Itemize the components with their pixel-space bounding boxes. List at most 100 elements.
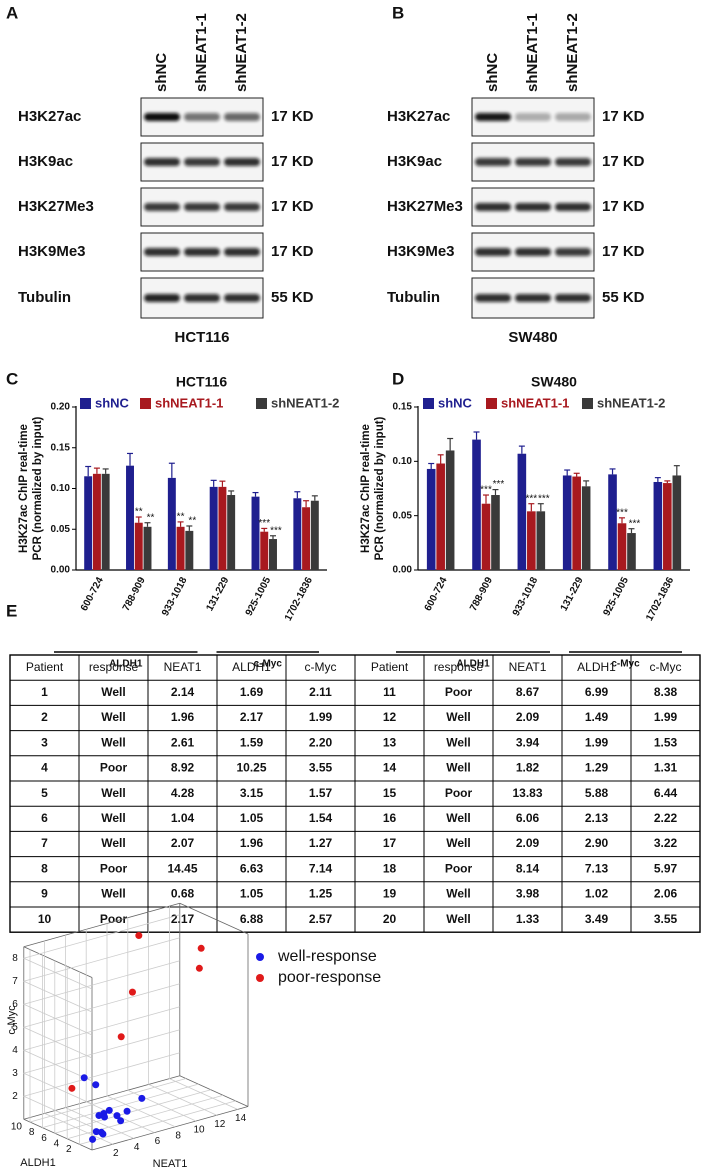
blot-band xyxy=(475,203,511,211)
x-tick-label: 933-1018 xyxy=(160,575,190,618)
legend-label: shNC xyxy=(438,395,473,410)
row-label: H3K27Me3 xyxy=(387,198,463,215)
blot-band xyxy=(184,203,220,211)
blot-band xyxy=(224,113,260,121)
legend-swatch xyxy=(256,398,267,409)
table-cell: 2.11 xyxy=(309,685,332,699)
data-point xyxy=(113,1112,121,1120)
z-tick-label: 4 xyxy=(12,1045,18,1056)
panel-label: C xyxy=(6,369,18,388)
table-cell: 6 xyxy=(41,811,48,825)
significance: *** xyxy=(270,525,282,536)
table-cell: 1.53 xyxy=(654,735,678,749)
table-cell: 1.27 xyxy=(309,836,333,850)
legend-marker xyxy=(256,974,264,982)
table-header: response xyxy=(434,660,484,674)
table-cell: 18 xyxy=(383,861,397,875)
x-tick-label: 933-1018 xyxy=(511,575,541,618)
table-cell: Poor xyxy=(100,912,128,926)
bar xyxy=(581,486,591,570)
blot-band xyxy=(144,248,180,256)
table-cell: 1.57 xyxy=(309,786,333,800)
lane-label: shNEAT1-2 xyxy=(564,13,581,92)
band-size: 55 KD xyxy=(271,289,314,306)
data-point xyxy=(135,932,143,940)
bar xyxy=(269,539,277,570)
grid-line xyxy=(42,1083,199,1128)
table-cell: 4.28 xyxy=(171,786,195,800)
table-cell: Poor xyxy=(100,761,128,775)
y-tick-label: 0.10 xyxy=(51,483,71,494)
y-axis-label: PCR (normalized by input) xyxy=(374,416,386,560)
table-cell: 2.07 xyxy=(171,836,195,850)
table-cell: Well xyxy=(446,887,470,901)
significance: *** xyxy=(525,493,537,504)
bar xyxy=(436,463,445,570)
grid-line xyxy=(54,1089,211,1134)
bar xyxy=(209,486,218,570)
table-cell: 3.55 xyxy=(654,912,678,926)
grid-line xyxy=(23,1072,93,1105)
grid-line xyxy=(23,1003,93,1036)
grid-line xyxy=(23,1095,93,1128)
y-tick-label: 0.00 xyxy=(51,565,71,576)
table-cell: 2.17 xyxy=(171,912,195,926)
table-cell: 1.96 xyxy=(171,710,195,724)
table-header: c-Myc xyxy=(650,660,682,674)
data-point xyxy=(95,1111,103,1119)
table-cell: 2.17 xyxy=(240,710,264,724)
x-tick-label: 4 xyxy=(134,1142,140,1153)
table-cell: 3 xyxy=(41,735,48,749)
bar xyxy=(445,450,455,570)
x-tick-label: 14 xyxy=(235,1113,247,1124)
blot-band xyxy=(475,248,511,256)
grid-line xyxy=(23,1052,180,1097)
table-cell: 2.09 xyxy=(516,710,540,724)
band-size: 17 KD xyxy=(271,108,314,125)
row-label: Tubulin xyxy=(18,289,71,306)
table-cell: Well xyxy=(101,887,125,901)
blot-band xyxy=(555,248,591,256)
table-cell: 9 xyxy=(41,887,48,901)
blot-band xyxy=(475,294,511,302)
table-cell: 2 xyxy=(41,710,48,724)
blot-band xyxy=(555,294,591,302)
panel-label: E xyxy=(6,601,17,620)
significance: *** xyxy=(258,518,270,529)
blot-band xyxy=(555,113,591,121)
data-point xyxy=(123,1107,131,1115)
plot-edge xyxy=(23,946,93,978)
bar xyxy=(167,477,176,570)
data-point xyxy=(97,1128,105,1136)
blot-band xyxy=(515,294,551,302)
grid-line xyxy=(169,1078,238,1110)
legend-label: poor-response xyxy=(278,969,381,986)
grid-line xyxy=(23,1029,180,1074)
bar xyxy=(134,522,143,570)
legend-label: shNEAT1-2 xyxy=(597,395,665,410)
table-cell: 6.44 xyxy=(654,786,678,800)
table-cell: 6.63 xyxy=(240,861,264,875)
table-cell: 19 xyxy=(383,887,397,901)
table-cell: 14.45 xyxy=(167,861,197,875)
data-point xyxy=(128,988,136,996)
table-cell: Well xyxy=(101,685,125,699)
y-tick-label: 0.15 xyxy=(393,402,413,413)
z-tick-label: 8 xyxy=(12,953,18,964)
table-cell: 3.22 xyxy=(654,836,678,850)
table-cell: 1.54 xyxy=(309,811,333,825)
band-size: 17 KD xyxy=(602,243,645,260)
y-tick-label: 0.05 xyxy=(51,524,71,535)
row-label: H3K27ac xyxy=(18,108,81,125)
z-tick-label: 2 xyxy=(12,1091,18,1102)
table-cell: Well xyxy=(446,735,470,749)
chart-title: HCT116 xyxy=(176,374,228,390)
table-cell: Well xyxy=(446,761,470,775)
table-cell: 1.05 xyxy=(240,887,264,901)
significance: *** xyxy=(493,479,505,490)
group-label: ALDH1 xyxy=(456,659,490,670)
y-axis-label: PCR (normalized by input) xyxy=(32,416,44,560)
y-axis-label: ALDH1 xyxy=(20,1157,55,1169)
lane-label: shNEAT1-2 xyxy=(233,13,250,92)
